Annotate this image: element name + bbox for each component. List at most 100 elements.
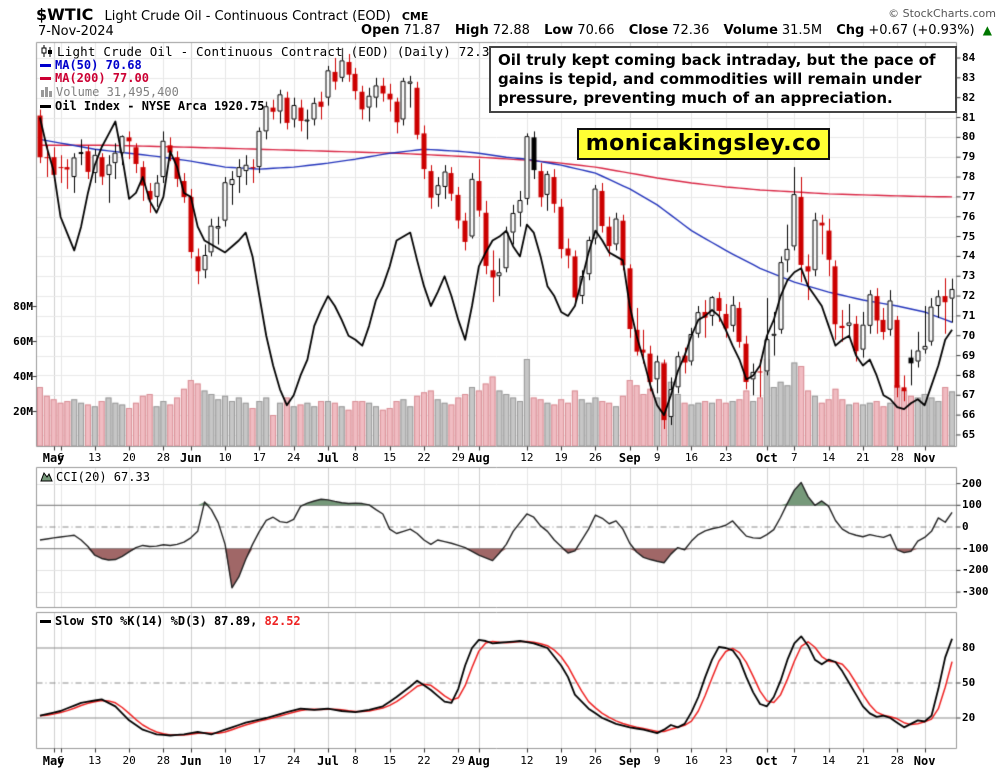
x-tick-label: 15	[383, 451, 397, 464]
sto-tick-label: 20	[962, 711, 976, 724]
legend-ma50-row: MA(50) 70.68	[40, 59, 497, 72]
x-tick-label: 6	[57, 451, 64, 464]
exchange-label: CME	[401, 10, 429, 23]
x-tick-label: 12	[520, 451, 534, 464]
x-tick-label: 21	[856, 451, 870, 464]
main-chart-legend: Light Crude Oil - Continuous Contract (E…	[40, 45, 497, 113]
x-tick-label: 7	[791, 451, 798, 464]
x-tick-label-bottom: 17	[252, 754, 267, 767]
price-tick-label: 76	[962, 209, 976, 223]
candlestick-icon	[40, 45, 54, 59]
chart-header: $WTIC Light Crude Oil - Continuous Contr…	[36, 5, 429, 24]
x-tick-label-bottom: Nov	[913, 754, 936, 768]
price-tick-label: 75	[962, 229, 976, 243]
x-tick-label: 13	[88, 451, 102, 464]
legend-ma200-row: MA(200) 77.00	[40, 72, 497, 85]
x-tick-label: Sep	[618, 451, 641, 465]
low-label: Low	[544, 23, 574, 38]
x-tick-label: 23	[719, 451, 733, 464]
price-tick-label: 79	[962, 150, 976, 164]
sto-d-value: 82.52	[264, 614, 301, 628]
low-value: 70.66	[577, 23, 615, 38]
legend-volume-row: Volume 31,495,400	[40, 85, 497, 100]
x-tick-label: 17	[252, 451, 267, 464]
x-tick-label-bottom: Jun	[179, 754, 202, 768]
cci-tick-label: 200	[962, 476, 982, 490]
x-tick-label-bottom: 28	[890, 754, 904, 767]
x-tick-label: 22	[417, 451, 431, 464]
price-tick-label: 70	[962, 328, 976, 342]
high-label: High	[454, 23, 489, 38]
price-tick-label: 77	[962, 189, 976, 203]
x-tick-label: Aug	[468, 451, 490, 465]
annotation-box: Oil truly kept coming back intraday, but…	[489, 46, 957, 113]
price-tick-label: 72	[962, 289, 976, 303]
sto-legend: Slow STO %K(14) %D(3) 87.89, 82.52	[40, 614, 301, 628]
price-tick-label: 68	[962, 368, 976, 382]
x-tick-label: 28	[156, 451, 170, 464]
cci-tick-label: -100	[962, 541, 989, 555]
legend-volume-text: Volume 31,495,400	[56, 85, 179, 99]
price-tick-label: 65	[962, 427, 976, 441]
cci-legend-text: CCI(20) 67.33	[56, 470, 150, 484]
x-tick-label: Nov	[913, 451, 936, 465]
x-tick-label-bottom: 10	[218, 754, 232, 767]
legend-oil-index-text: Oil Index - NYSE Arca 1920.75	[55, 99, 265, 113]
volume-bars-icon	[40, 85, 53, 100]
price-tick-label: 74	[962, 249, 976, 263]
x-tick-label: 8	[352, 451, 359, 464]
oil-index-line-swatch	[40, 105, 51, 108]
copyright: © StockCharts.com	[888, 7, 996, 20]
x-tick-label-bottom: 19	[554, 754, 568, 767]
chg-label: Chg	[836, 23, 865, 38]
watermark-box: monicakingsley.co	[577, 128, 830, 160]
volume-tick-label: 40M	[13, 369, 33, 383]
volume-label: Volume	[723, 23, 778, 38]
open-label: Open	[361, 23, 400, 38]
open-value: 71.87	[403, 23, 441, 38]
sto-tick-label: 80	[962, 641, 976, 654]
x-tick-label-bottom: 7	[791, 754, 798, 767]
sto-tick-label: 50	[962, 676, 976, 689]
ma200-line-swatch	[40, 77, 51, 80]
x-tick-label-bottom: 13	[88, 754, 102, 767]
price-tick-label: 69	[962, 348, 976, 362]
x-tick-label-bottom: 8	[352, 754, 359, 767]
x-tick-label-bottom: 26	[588, 754, 603, 767]
cci-tick-label: -200	[962, 563, 989, 577]
x-tick-label: Jun	[179, 451, 202, 465]
high-value: 72.88	[492, 23, 530, 38]
x-tick-label: Jul	[317, 451, 339, 465]
x-tick-label-bottom: 14	[821, 754, 836, 767]
x-tick-label-bottom: 15	[383, 754, 397, 767]
x-tick-label-bottom: 21	[856, 754, 870, 767]
chg-value: +0.67 (+0.93%)	[868, 23, 975, 38]
x-tick-label: 16	[684, 451, 699, 464]
price-tick-label: 82	[962, 90, 976, 104]
x-tick-label: Oct	[756, 451, 778, 465]
x-tick-label-bottom: Oct	[756, 754, 778, 768]
quote-line: Open 71.87 High 72.88 Low 70.66 Close 72.36 …	[351, 23, 992, 38]
chart-title: Light Crude Oil - Continuous Contract (E…	[104, 9, 391, 24]
volume-tick-label: 80M	[13, 299, 33, 313]
x-tick-label: 10	[218, 451, 232, 464]
ma50-line-swatch	[40, 64, 51, 67]
change-up-arrow-icon: ▲	[982, 23, 992, 37]
chart-date: 7-Nov-2024	[38, 24, 114, 39]
x-tick-label-bottom: 9	[653, 754, 661, 767]
x-tick-label-bottom: 28	[156, 754, 170, 767]
x-tick-label: 19	[554, 451, 568, 464]
x-tick-label: 9	[653, 451, 661, 464]
x-tick-label-bottom: 16	[684, 754, 699, 767]
volume-tick-label: 60M	[13, 334, 33, 348]
x-tick-label: 28	[890, 451, 904, 464]
price-tick-label: 78	[962, 170, 976, 184]
x-tick-label-bottom: 20	[122, 754, 136, 767]
cci-legend: CCI(20) 67.33	[40, 470, 150, 485]
x-tick-label: 24	[287, 451, 301, 464]
x-tick-label-bottom: 22	[417, 754, 431, 767]
volume-value: 31.5M	[781, 23, 823, 38]
x-tick-label-bottom: 24	[287, 754, 301, 767]
